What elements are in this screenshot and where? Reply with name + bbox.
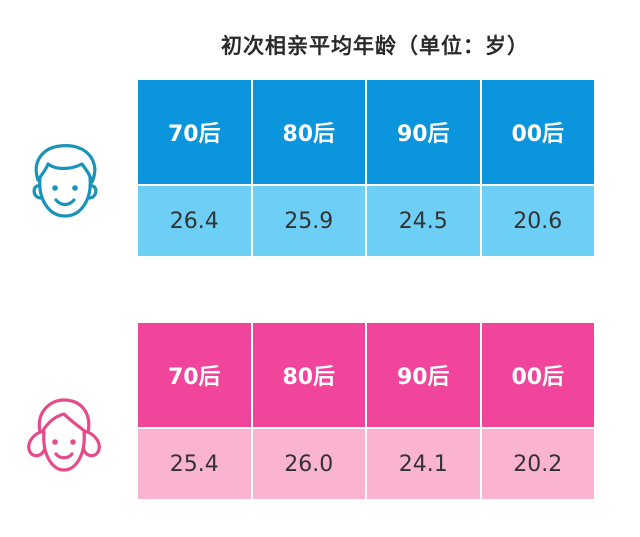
female-value-row: 25.4 26.0 24.1 20.2 bbox=[136, 427, 596, 501]
female-header-cell: 90后 bbox=[365, 321, 482, 429]
female-age-table: 70后 80后 90后 00后 25.4 26.0 24.1 20.2 bbox=[136, 321, 596, 501]
female-value-cell: 24.1 bbox=[365, 427, 482, 501]
female-header-cell: 70后 bbox=[136, 321, 253, 429]
female-value-cell: 25.4 bbox=[136, 427, 253, 501]
male-value-cell: 20.6 bbox=[479, 184, 596, 258]
female-value-cell: 26.0 bbox=[250, 427, 367, 501]
female-header-cell: 00后 bbox=[479, 321, 596, 429]
female-header-row: 70后 80后 90后 00后 bbox=[136, 321, 596, 429]
male-header-cell: 00后 bbox=[479, 78, 596, 186]
male-value-row: 26.4 25.9 24.5 20.6 bbox=[136, 184, 596, 258]
male-value-cell: 26.4 bbox=[136, 184, 253, 258]
male-value-cell: 25.9 bbox=[250, 184, 367, 258]
male-header-row: 70后 80后 90后 00后 bbox=[136, 78, 596, 186]
male-value-cell: 24.5 bbox=[365, 184, 482, 258]
female-header-cell: 80后 bbox=[250, 321, 367, 429]
girl-face-icon bbox=[27, 398, 101, 472]
chart-title: 初次相亲平均年龄（单位：岁） bbox=[221, 34, 529, 58]
boy-face-icon bbox=[32, 144, 98, 218]
male-header-cell: 90后 bbox=[365, 78, 482, 186]
male-header-cell: 80后 bbox=[250, 78, 367, 186]
female-value-cell: 20.2 bbox=[479, 427, 596, 501]
male-header-cell: 70后 bbox=[136, 78, 253, 186]
male-age-table: 70后 80后 90后 00后 26.4 25.9 24.5 20.6 bbox=[136, 78, 596, 258]
